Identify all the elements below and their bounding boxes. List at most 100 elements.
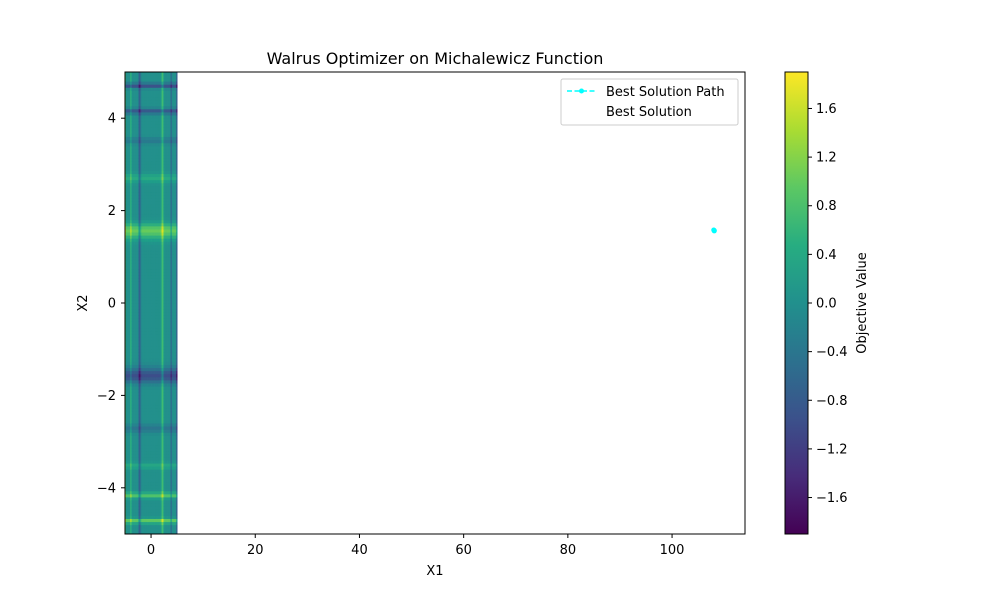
heatmap-cell [133,284,135,288]
heatmap-cell [148,210,150,215]
heatmap-cell [131,447,133,452]
heatmap-cell [145,355,148,359]
heatmap-cell [141,130,143,134]
heatmap-cell [134,290,136,295]
heatmap-cell [126,84,129,88]
heatmap-cell [142,373,144,378]
heatmap-cell [142,398,144,402]
heatmap-cell [150,336,152,341]
heatmap-cell [144,383,147,387]
heatmap-cell [144,142,147,147]
heatmap-cell [140,287,142,292]
heatmap-cell [146,321,148,325]
heatmap-cell [126,466,129,470]
heatmap-cell [140,72,142,76]
heatmap-cell [133,281,135,285]
heatmap-cell [146,192,148,196]
heatmap-cell [130,102,132,107]
heatmap-cell [125,352,128,356]
heatmap-cell [141,450,143,455]
heatmap-cell [151,192,153,196]
heatmap-cell [140,506,142,510]
heatmap-cell [134,210,136,215]
heatmap-cell [144,376,147,381]
heatmap-cell [138,179,140,184]
heatmap-cell [142,426,144,430]
heatmap-cell [130,484,132,489]
heatmap-cell [128,478,130,483]
heatmap-cell [153,500,155,504]
heatmap-cell [129,438,131,442]
heatmap-cell [138,290,140,295]
heatmap-cell [130,512,132,516]
heatmap-cell [141,453,143,458]
heatmap-cell [144,303,146,307]
heatmap-cell [146,426,148,430]
heatmap-cell [129,330,131,335]
heatmap-cell [133,78,135,82]
heatmap-cell [143,469,145,473]
heatmap-cell [128,158,130,162]
heatmap-cell [129,450,131,455]
heatmap-cell [131,435,134,439]
heatmap-cell [148,420,150,424]
heatmap-cell [143,401,145,406]
heatmap-cell [151,352,154,356]
heatmap-cell [137,238,139,242]
heatmap-cell [140,235,142,239]
heatmap-cell [125,272,128,276]
heatmap-cell [125,306,128,310]
heatmap-cell [153,463,155,467]
heatmap-cell [151,266,154,270]
heatmap-cell [130,339,132,344]
heatmap-cell [131,484,134,489]
heatmap-cell [130,493,132,498]
heatmap-cell [147,475,149,479]
heatmap-cell [132,383,135,387]
heatmap-cell [149,478,151,483]
heatmap-cell [144,72,146,76]
heatmap-cell [135,121,137,125]
heatmap-cell [130,466,132,470]
heatmap-cell [127,463,129,467]
heatmap-cell [140,130,142,134]
heatmap-cell [135,115,137,119]
heatmap-cell [133,290,135,295]
heatmap-cell [140,247,142,252]
heatmap-cell [131,105,133,110]
heatmap-cell [131,90,133,94]
heatmap-cell [132,441,135,446]
heatmap-cell [131,176,134,181]
heatmap-cell [125,167,127,171]
heatmap-cell [151,247,153,252]
heatmap-cell [150,503,152,507]
heatmap-cell [144,238,147,242]
heatmap-cell [150,481,152,486]
heatmap-cell [138,364,140,369]
heatmap-cell [137,493,139,498]
heatmap-cell [140,136,142,141]
heatmap-cell [125,423,128,427]
heatmap-cell [142,96,144,101]
heatmap-cell [129,256,131,261]
heatmap-cell [125,108,127,113]
heatmap-cell [152,253,155,258]
heatmap-cell [127,93,129,98]
heatmap-cell [143,93,145,98]
heatmap-cell [135,457,137,461]
heatmap-cell [144,250,147,255]
heatmap-cell [149,241,151,245]
heatmap-cell [149,460,151,464]
heatmap-cell [144,232,146,236]
heatmap-cell [148,173,150,178]
heatmap-cell [128,358,130,362]
heatmap-cell [139,219,142,224]
heatmap-cell [150,118,152,122]
heatmap-cell [134,493,136,498]
heatmap-cell [131,429,134,433]
heatmap-cell [126,327,129,332]
heatmap-cell [125,299,127,304]
heatmap-cell [135,475,137,479]
heatmap-cell [138,420,141,424]
heatmap-cell [132,303,135,307]
